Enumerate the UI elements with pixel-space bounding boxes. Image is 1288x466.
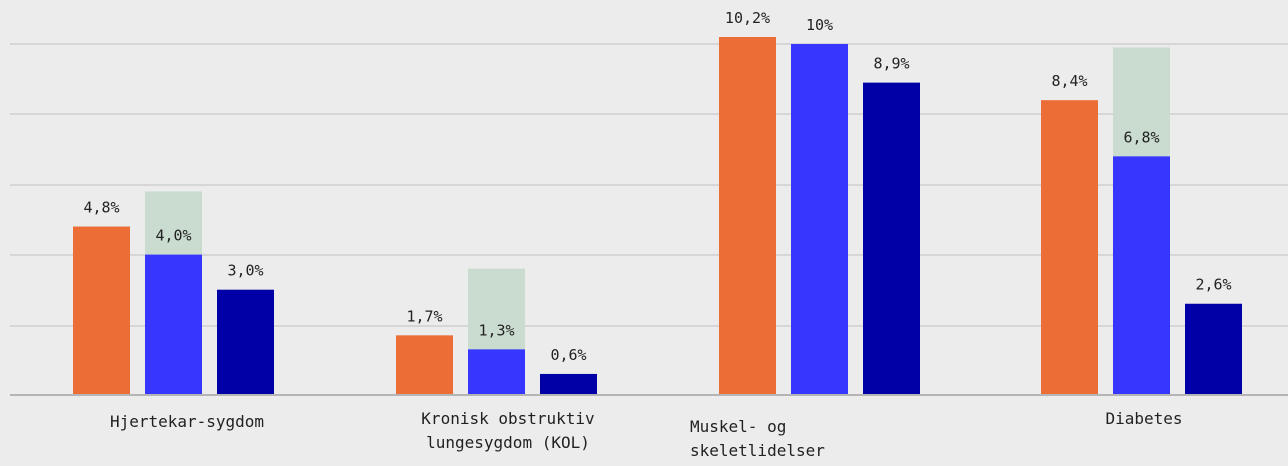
bar-1-2: [540, 373, 597, 395]
value-label-1-0: 1,7%: [406, 307, 442, 325]
bar-0-0: [73, 226, 130, 395]
value-label-2-0: 10,2%: [725, 9, 770, 27]
value-label-1-1: 1,3%: [478, 321, 514, 339]
bar-3-0: [1041, 100, 1098, 396]
bars: [73, 37, 1242, 396]
band-3-1: [1113, 47, 1170, 157]
value-label-1-2: 0,6%: [550, 346, 586, 364]
value-label-0-0: 4,8%: [83, 199, 119, 217]
bar-0-2: [217, 289, 274, 395]
bar-1-0: [396, 335, 453, 395]
value-label-2-2: 8,9%: [873, 55, 909, 73]
bar-2-0: [719, 37, 776, 395]
value-label-0-1: 4,0%: [155, 227, 191, 245]
bar-2-2: [863, 82, 920, 396]
band-1-1: [468, 268, 525, 357]
category-label-1-0: Kronisk obstruktiv: [421, 409, 594, 428]
bar-3-1: [1113, 156, 1170, 395]
value-label-3-0: 8,4%: [1051, 72, 1087, 90]
value-label-3-2: 2,6%: [1195, 276, 1231, 294]
bar-2-1: [791, 44, 848, 396]
value-labels: 4,8% 4,0% 3,0% 1,7% 1,3% 0,6% 10,2% 10% 8,9% 8,4%…: [83, 9, 1231, 364]
value-label-0-2: 3,0%: [227, 262, 263, 280]
bar-0-1: [145, 254, 202, 395]
category-label-2-1: skeletlidelser: [690, 441, 825, 460]
value-label-3-1: 6,8%: [1123, 128, 1159, 146]
category-labels: Hjertekar-sygdom Kronisk obstruktiv lunges…: [110, 409, 1183, 460]
category-label-0-0: Hjertekar-sygdom: [110, 412, 264, 431]
bar-1-1: [468, 349, 525, 395]
bar-3-2: [1185, 303, 1242, 395]
category-label-3-0: Diabetes: [1105, 409, 1182, 428]
range-bands: [145, 47, 1170, 357]
category-label-1-1: lungesygdom (KOL): [426, 433, 590, 452]
value-label-2-1: 10%: [806, 16, 833, 34]
category-label-2-0: Muskel- og: [690, 417, 786, 436]
